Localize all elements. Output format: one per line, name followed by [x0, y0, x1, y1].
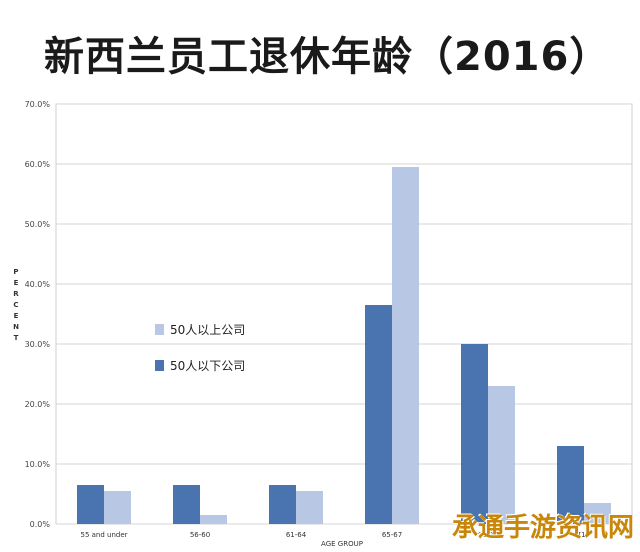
x-tick-label: 61-64: [286, 531, 307, 539]
y-axis-label-char: E: [14, 279, 19, 287]
y-tick-label: 60.0%: [25, 160, 51, 169]
y-tick-label: 20.0%: [25, 400, 51, 409]
legend-swatch: [155, 324, 164, 335]
legend: 50人以上公司 50人以下公司: [155, 323, 245, 373]
bars: [77, 167, 611, 524]
y-tick-label: 40.0%: [25, 280, 51, 289]
bar-over50-5: [584, 503, 611, 524]
x-axis-label: AGE GROUP: [321, 540, 363, 548]
bar-over50-0: [104, 491, 131, 524]
grid-lines: [55, 103, 633, 525]
bar-over50-3: [392, 167, 419, 524]
plot-frame: [55, 103, 633, 525]
bar-under50-4: [461, 344, 488, 524]
page-title: 新西兰员工退休年龄（2016）: [44, 34, 611, 80]
bar-over50-4: [488, 386, 515, 524]
y-axis-label-char: C: [13, 301, 18, 309]
y-tick-label: 30.0%: [25, 340, 51, 349]
bar-under50-3: [365, 305, 392, 524]
bar-chart: 0.0%10.0%20.0%30.0%40.0%50.0%60.0%70.0% …: [13, 100, 633, 548]
bar-under50-0: [77, 485, 104, 524]
y-axis-label-char: T: [14, 334, 19, 342]
bar-under50-1: [173, 485, 200, 524]
x-tick-label: 71+: [577, 531, 592, 539]
y-axis-label-char: N: [13, 323, 19, 331]
watermark: 承通手游资讯网: [451, 513, 634, 543]
legend-swatch: [155, 360, 164, 371]
y-tick-label: 0.0%: [30, 520, 51, 529]
x-tick-label: 55 and under: [80, 531, 127, 539]
x-tick-label: 68-70: [478, 531, 498, 539]
x-tick-labels: 55 and under 56-60 61-64 65-67 68-70 71+: [80, 531, 591, 539]
bar-over50-2: [296, 491, 323, 524]
y-tick-labels: 0.0% 10.0% 20.0% 30.0% 40.0% 50.0% 60.0% 70.0%: [25, 100, 51, 529]
legend-label: 50人以下公司: [170, 359, 245, 373]
bar-over50-1: [200, 515, 227, 524]
y-axis-label-char: P: [13, 268, 18, 276]
y-tick-label: 70.0%: [25, 100, 51, 109]
y-axis-label-char: E: [14, 312, 19, 320]
y-tick-label: 10.0%: [25, 460, 51, 469]
x-tick-label: 56-60: [190, 531, 210, 539]
y-axis-label-char: R: [13, 290, 19, 298]
chart-container: 0.0% 10.0% 20.0% 30.0% 40.0% 50.0% 60.0% 70.0% …: [0, 90, 640, 548]
bar-under50-5: [557, 446, 584, 524]
y-tick-label: 50.0%: [25, 220, 51, 229]
legend-label: 50人以上公司: [170, 323, 245, 337]
x-tick-label: 65-67: [382, 531, 402, 539]
bar-under50-2: [269, 485, 296, 524]
